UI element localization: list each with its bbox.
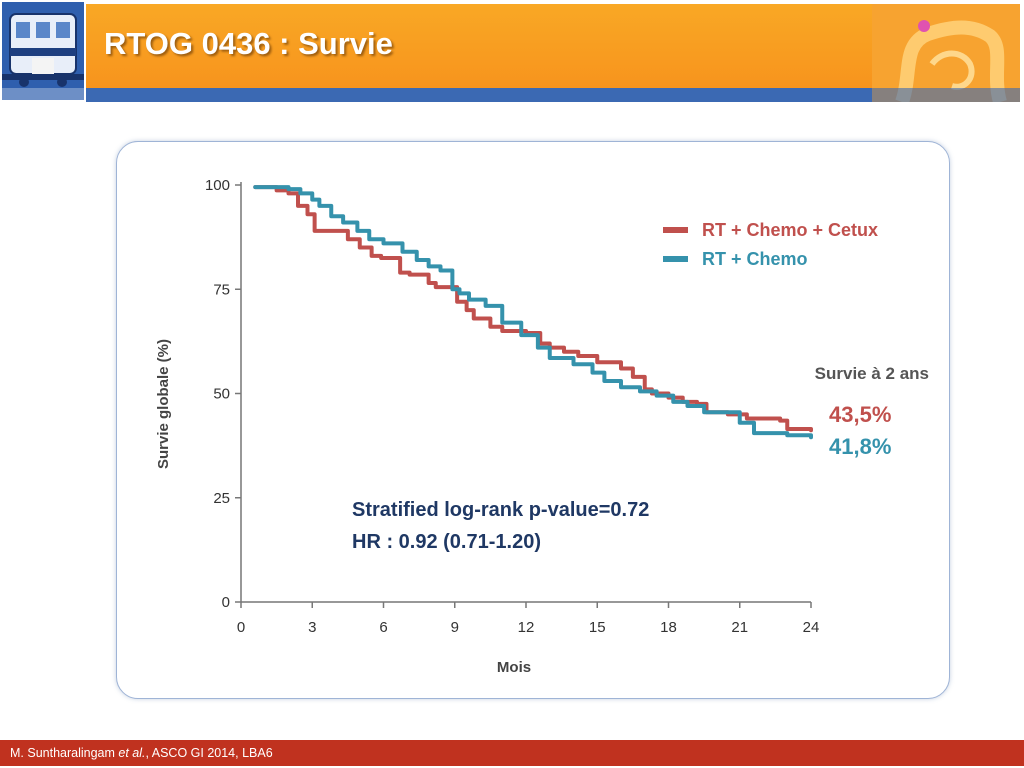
header-blue-band (86, 88, 1020, 102)
footer-citation: M. Suntharalingam et al., ASCO GI 2014, … (10, 746, 273, 760)
footer-author: M. Suntharalingam (10, 746, 119, 760)
footer-rest: , ASCO GI 2014, LBA6 (145, 746, 273, 760)
y-tick-label-25: 25 (213, 490, 230, 507)
cable-car-logo (2, 2, 84, 100)
legend-label-2: RT + Chemo (702, 249, 808, 269)
x-tick-label-12: 12 (518, 619, 535, 636)
endpoint-value-1: 43,5% (829, 402, 891, 427)
annotation-2: HR : 0.92 (0.71-1.20) (352, 531, 541, 553)
x-tick-label-15: 15 (589, 619, 606, 636)
series-line-2 (253, 185, 813, 440)
colon-anatomy-icon (872, 4, 1020, 102)
x-tick-label-24: 24 (803, 619, 820, 636)
x-axis-label: Mois (497, 659, 531, 676)
y-tick-label-75: 75 (213, 281, 230, 298)
x-tick-label-9: 9 (451, 619, 459, 636)
y-tick-label-100: 100 (205, 177, 230, 194)
endpoint-value-2: 41,8% (829, 434, 891, 459)
y-tick-label-50: 50 (213, 386, 230, 403)
footer-etal: et al. (118, 746, 146, 760)
slide-title: RTOG 0436 : Survie (104, 26, 393, 61)
y-tick-label-0: 0 (222, 594, 230, 611)
header-orange-band (86, 4, 1020, 88)
x-tick-label-6: 6 (379, 619, 387, 636)
footer-bar (0, 740, 1024, 766)
x-tick-label-3: 3 (308, 619, 316, 636)
annotation-1: Stratified log-rank p-value=0.72 (352, 499, 649, 521)
legend-label-1: RT + Chemo + Cetux (702, 220, 878, 240)
x-tick-label-21: 21 (731, 619, 748, 636)
y-axis-label: Survie globale (%) (155, 339, 172, 469)
side-label: Survie à 2 ans (815, 364, 929, 383)
x-tick-label-0: 0 (237, 619, 245, 636)
series-line-1 (253, 185, 813, 433)
x-tick-label-18: 18 (660, 619, 677, 636)
slide-header: RTOG 0436 : Survie (0, 0, 1024, 102)
